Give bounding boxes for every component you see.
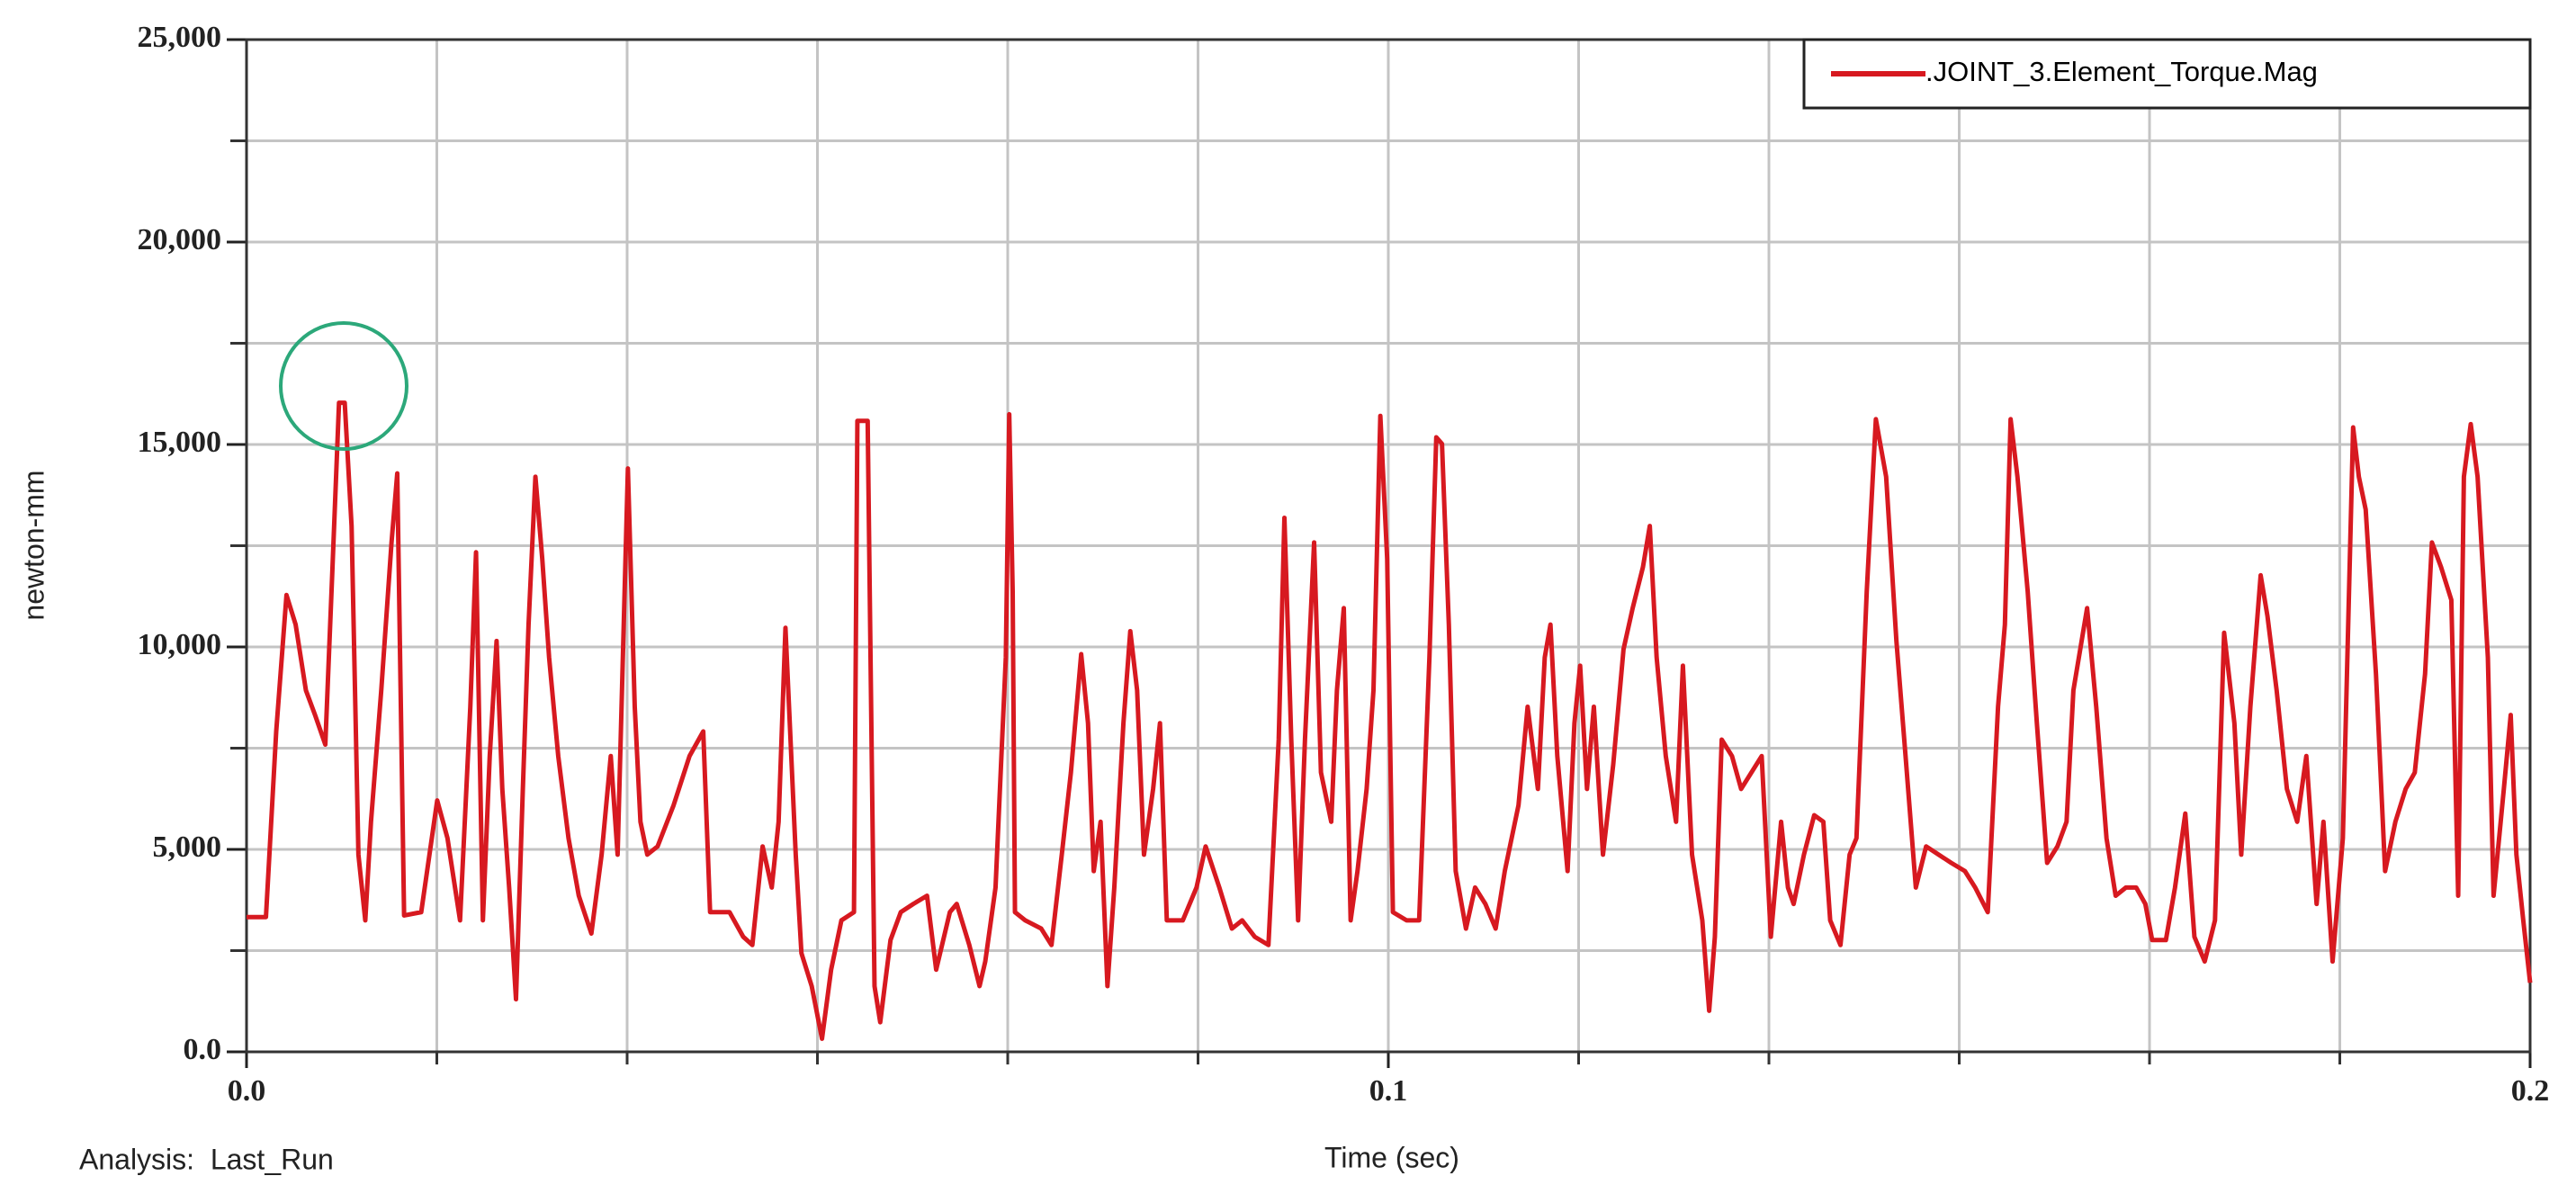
x-tick-label: 0.2	[2511, 1074, 2550, 1108]
x-tick-label: 0.1	[1369, 1074, 1408, 1108]
y-tick-label: 0.0	[184, 1033, 222, 1066]
plot-frame	[245, 38, 2532, 1054]
x-tick-label: 0.0	[228, 1074, 266, 1108]
y-axis-label: newton-mm	[17, 470, 49, 620]
data-line	[247, 400, 2533, 1041]
y-tick-label: 5,000	[153, 830, 222, 864]
plot-area	[247, 400, 2533, 1041]
x-axis-label: Time (sec)	[1324, 1141, 1459, 1173]
analysis-label: Analysis: Last_Run	[79, 1143, 334, 1175]
y-tick-label: 15,000	[138, 426, 222, 459]
y-tick-label: 25,000	[138, 21, 222, 54]
y-tick-label: 10,000	[138, 628, 222, 661]
highlight-circle	[279, 321, 408, 451]
legend-label: .JOINT_3.Element_Torque.Mag	[1925, 56, 2318, 87]
y-tick-label: 20,000	[138, 223, 222, 256]
legend: .JOINT_3.Element_Torque.Mag	[1802, 38, 2532, 110]
